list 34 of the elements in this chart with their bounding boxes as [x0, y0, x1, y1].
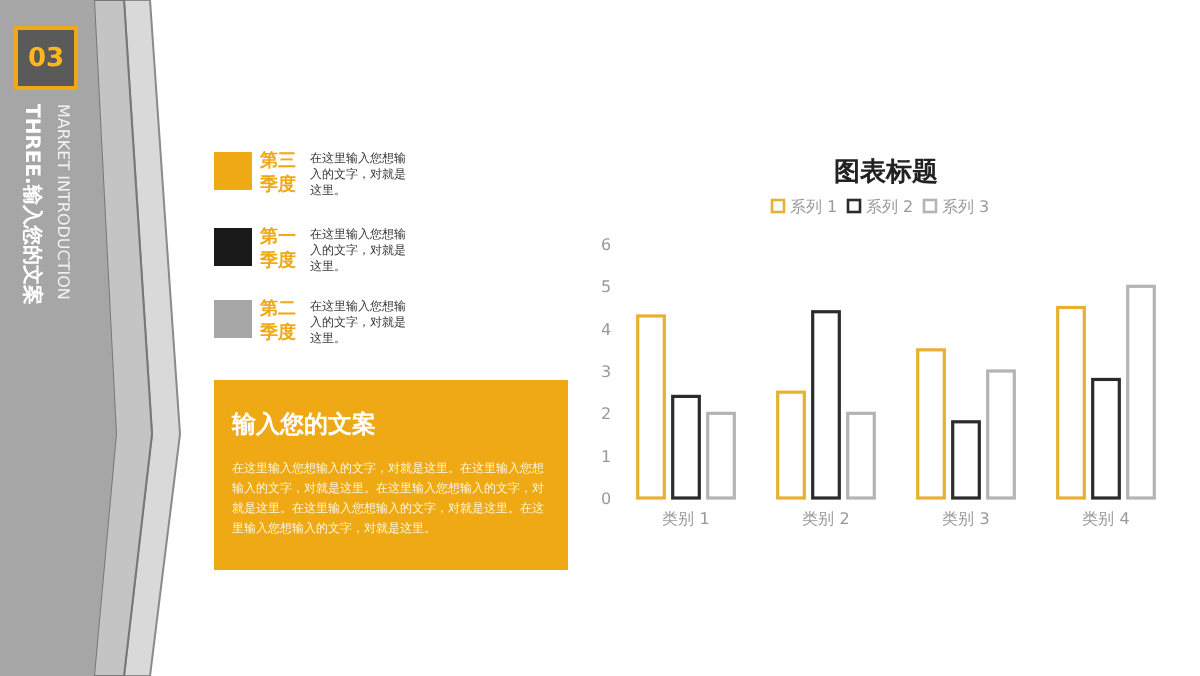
text: 03 [14, 26, 78, 90]
bar [636, 314, 666, 500]
y-tick-label: 5 [600, 278, 612, 297]
bar [776, 390, 806, 500]
legend-label: 系列 3 [942, 198, 990, 216]
legend-label: 系列 1 [790, 198, 838, 216]
y-tick-label: 2 [600, 405, 612, 424]
text: MARKET INTRODUCTION [52, 104, 72, 300]
text: 第一季度 [260, 226, 298, 274]
x-tick-label: 类别 1 [662, 510, 710, 528]
text: 输入您的文案 [232, 408, 376, 442]
bar [1126, 284, 1156, 500]
bar [986, 369, 1016, 500]
y-tick-label: 3 [600, 363, 612, 381]
text: 第二季度 [260, 298, 298, 346]
bar [1056, 305, 1086, 500]
text: 第三季度 [260, 150, 298, 198]
bar [846, 411, 876, 500]
text: THREE.输入您的文案 [18, 104, 44, 305]
chart-title: 图表标题 [834, 158, 938, 188]
legend-label: 系列 2 [866, 198, 914, 216]
bar [1091, 377, 1121, 500]
bar [916, 348, 946, 500]
x-tick-label: 类别 3 [942, 510, 990, 528]
y-tick-label: 4 [600, 320, 612, 339]
bar [811, 310, 841, 500]
y-tick-label: 0 [600, 490, 612, 508]
bar [671, 394, 701, 500]
x-tick-label: 类别 4 [1082, 510, 1130, 528]
bar [951, 420, 981, 500]
y-tick-label: 1 [600, 447, 612, 466]
x-tick-label: 类别 2 [802, 510, 850, 528]
bar [706, 411, 736, 500]
y-tick-label: 6 [600, 236, 612, 254]
